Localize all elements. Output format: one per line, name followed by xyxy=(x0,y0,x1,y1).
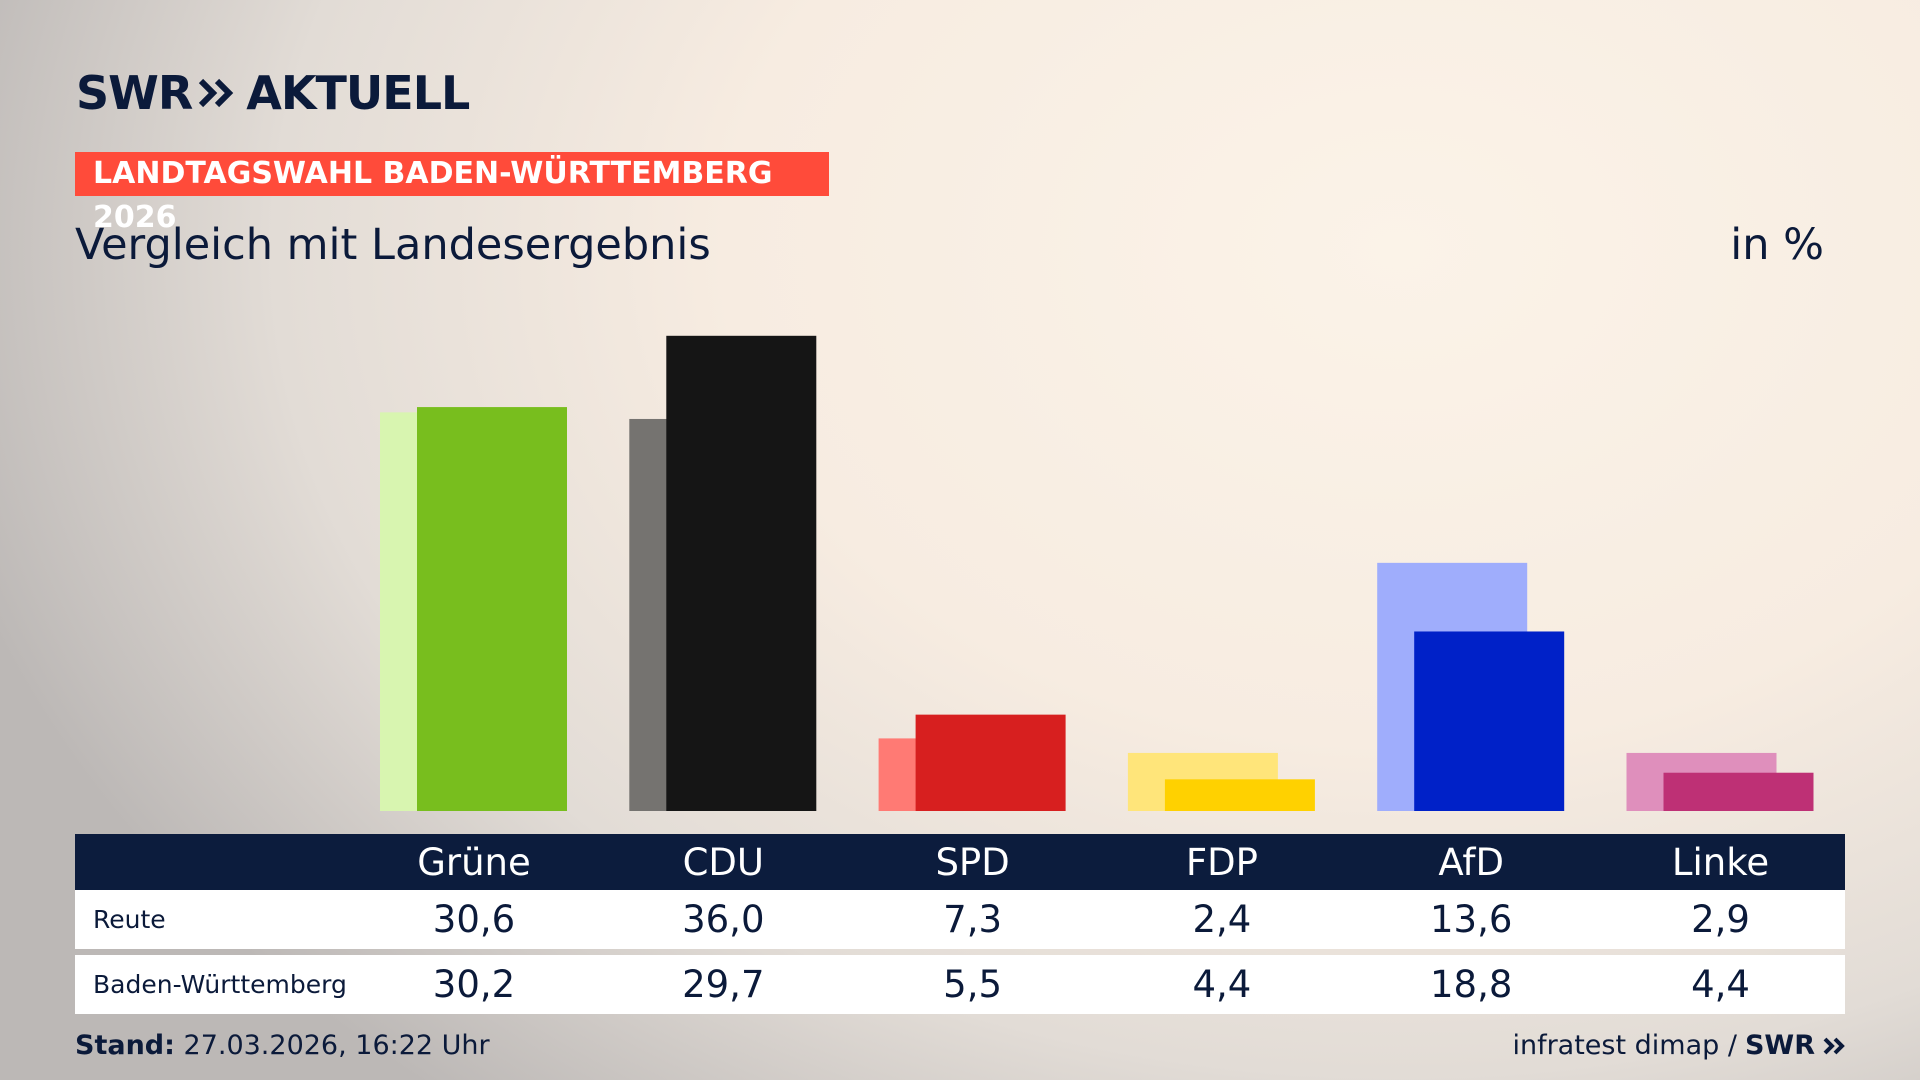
value-label: 5,5 xyxy=(943,963,1003,1006)
banner: LANDTAGSWAHL BADEN-WÜRTTEMBERG 2026 xyxy=(75,152,829,235)
source: infratest dimap / xyxy=(1512,1030,1737,1061)
bar xyxy=(666,335,817,811)
stand-label: Stand: xyxy=(75,1030,175,1061)
value-label: 4,4 xyxy=(1691,963,1750,1006)
value-label: 36,0 xyxy=(682,898,765,941)
category-label: AfD xyxy=(1438,841,1504,884)
product: AKTUELL xyxy=(246,66,470,120)
value-label: 30,6 xyxy=(432,898,516,941)
bar xyxy=(1414,631,1565,811)
table: Grüne CDU SPD FDP AfD Linke Reute 30,6 36,0 7,3 2… xyxy=(75,834,1845,1020)
series-name: Baden-Württemberg xyxy=(93,970,347,999)
value-label: 30,2 xyxy=(432,963,516,1006)
value-label: 7,3 xyxy=(943,898,1003,941)
chart-title: Vergleich mit Landesergebnis xyxy=(75,220,711,270)
category-label: Grüne xyxy=(417,841,531,884)
value-label: 29,7 xyxy=(682,963,765,1006)
logo: SWR AKTUELL xyxy=(76,66,470,120)
value-label: 2,9 xyxy=(1691,898,1750,941)
logo-text: SWR xyxy=(76,66,193,120)
footer-source: infratest dimap / SWR xyxy=(1512,1030,1845,1061)
stand: 27.03.2026, 16:22 Uhr xyxy=(183,1030,490,1061)
table-row: Baden-Württemberg 30,2 29,7 5,5 4,4 18,8 4,4 xyxy=(75,955,1845,1014)
category-label: SPD xyxy=(935,841,1010,884)
bar xyxy=(915,714,1066,811)
value-label: 13,6 xyxy=(1429,898,1513,941)
chart xyxy=(380,335,1814,811)
category-label: CDU xyxy=(682,841,765,884)
value-label: 2,4 xyxy=(1192,898,1252,941)
logo-chevrons xyxy=(199,78,234,108)
table-header: Grüne CDU SPD FDP AfD Linke xyxy=(75,834,1845,890)
value-label: 18,8 xyxy=(1429,963,1513,1006)
source-logo: SWR xyxy=(1744,1030,1815,1061)
unit: in % xyxy=(1730,220,1824,270)
category-label: FDP xyxy=(1185,841,1258,884)
table-row: Reute 30,6 36,0 7,3 2,4 13,6 2,9 xyxy=(75,890,1845,949)
footer-stand: Stand: 27.03.2026, 16:22 Uhr xyxy=(75,1030,490,1061)
value-label: 4,4 xyxy=(1192,963,1252,1006)
source-chevrons xyxy=(1823,1037,1845,1054)
bar xyxy=(1663,772,1814,811)
bar xyxy=(1164,779,1315,811)
category-label: Linke xyxy=(1671,841,1770,884)
series-name: Reute xyxy=(93,905,166,934)
bar xyxy=(417,407,567,811)
